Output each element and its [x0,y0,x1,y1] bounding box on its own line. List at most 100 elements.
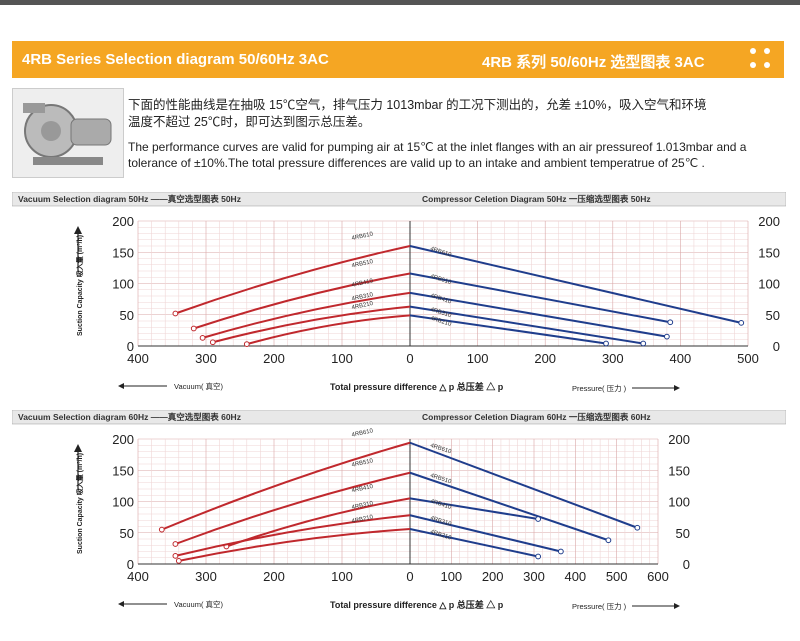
vacuum-endpoint [243,341,250,348]
x-tick-pressure: 300 [523,569,545,584]
y-axis-label: Suction Capacity 吸入量 (m³/h) [75,453,84,554]
y-arrow-head [74,444,82,452]
x-axis-label: Total pressure difference △ p 总压差 △ p [330,599,504,610]
y-tick-left: 100 [112,277,134,292]
x-tick-pressure: 100 [467,351,489,366]
vacuum-arrow-head [118,383,124,389]
top-rule [0,0,800,5]
vacuum-endpoint [172,310,179,317]
intro-cn-line1: 下面的性能曲线是在抽吸 15℃空气，排气压力 1013mbar 的工况下测出的，… [128,98,707,112]
pressure-line-4RB610 [409,245,742,324]
x-tick-vacuum: 200 [263,351,285,366]
vacuum-label: Vacuum( 真空) [174,381,224,391]
y-tick-right: 100 [758,277,780,292]
panel-title-compressor: Compressor Celetion Diagram 60Hz 一压缩选型图表… [422,412,651,422]
y-tick-right: 0 [683,557,690,572]
pressure-line-4RB310 [409,514,562,553]
pressure-series-label: 4RB210 [429,529,452,542]
pressure-endpoint [738,319,745,326]
pressure-line-4RB510 [409,471,609,542]
y-tick-left: 100 [112,495,134,510]
x-tick-vacuum: 300 [195,569,217,584]
pressure-line-4RB410 [409,291,668,338]
blower-photo [12,88,124,178]
vacuum-endpoint [190,325,197,332]
menu-dots-icon[interactable] [750,48,774,72]
x-tick-vacuum: 0 [406,569,413,584]
y-tick-left: 150 [112,463,134,478]
x-axis-label: Total pressure difference △ p 总压差 △ p [330,381,504,392]
pressure-label: Pressure( 压力 ) [572,601,627,611]
x-tick-vacuum: 400 [127,351,149,366]
pressure-endpoint [557,548,564,555]
y-tick-right: 50 [676,526,690,541]
x-tick-pressure: 600 [647,569,669,584]
x-tick-pressure: 200 [534,351,556,366]
pressure-line-4RB310 [409,305,644,345]
chart-60hz: Vacuum Selection diagram 60Hz ——真空选型图表 6… [12,410,786,624]
x-tick-pressure: 400 [670,351,692,366]
pressure-arrow-head [674,603,680,609]
x-tick-pressure: 400 [564,569,586,584]
x-tick-vacuum: 300 [195,351,217,366]
x-tick-vacuum: 100 [331,351,353,366]
x-tick-pressure: 100 [440,569,462,584]
pressure-endpoint [640,340,647,347]
vacuum-series-label: 4RB410 [351,484,374,495]
panel-title-compressor: Compressor Celetion Diagram 50Hz 一压缩选型图表… [422,194,651,204]
vacuum-curve-4RB310 [212,305,411,344]
y-arrow-head [74,226,82,234]
vacuum-series-label: 4RB210 [351,301,374,312]
vacuum-series-label: 4RB210 [351,514,374,525]
panel-title-vacuum: Vacuum Selection diagram 50Hz ——真空选型图表 5… [18,194,241,204]
chart-50hz: Vacuum Selection diagram 50Hz ——真空选型图表 5… [12,192,786,406]
vacuum-endpoint [175,557,182,564]
panel-header [12,410,786,425]
x-tick-vacuum: 400 [127,569,149,584]
pressure-endpoint [535,553,542,560]
pressure-series-label: 4RB510 [429,274,452,287]
y-tick-right: 0 [773,339,780,354]
y-tick-left: 50 [120,308,134,323]
vacuum-endpoint [172,541,179,547]
vacuum-series-label: 4RB510 [351,458,374,469]
pressure-line-4RB410 [409,497,539,520]
chart-50hz-svg: Vacuum Selection diagram 50Hz ——真空选型图表 5… [12,192,786,393]
pressure-endpoint [634,524,641,531]
x-tick-pressure: 500 [737,351,759,366]
pressure-endpoint [603,340,609,347]
vacuum-endpoint [172,552,179,559]
vacuum-label: Vacuum( 真空) [174,599,224,609]
pressure-series-label: 4RB410 [429,499,452,512]
pressure-series-label: 4RB610 [429,246,452,259]
y-tick-right: 150 [668,463,690,478]
intro-cn-line2: 温度不超过 25℃时，即可达到图示总压差。 [128,115,371,129]
vacuum-curve-4RB610 [161,441,411,531]
x-tick-vacuum: 200 [263,569,285,584]
series-banner: 4RB Series Selection diagram 50/60Hz 3AC… [12,41,784,78]
pressure-line-4RB210 [409,528,539,558]
pressure-endpoint [535,516,542,522]
y-tick-left: 0 [127,557,134,572]
vacuum-endpoint [209,339,216,346]
banner-title-cn: 4RB 系列 50/60Hz 选型图表 3AC [482,54,705,71]
vacuum-series-label: 4RB610 [351,428,374,439]
vacuum-curve-4RB610 [175,245,411,315]
y-tick-left: 200 [112,214,134,229]
x-tick-pressure: 500 [606,569,628,584]
vacuum-endpoint [199,334,206,341]
vacuum-curve-4RB210 [246,314,411,346]
x-tick-vacuum: 0 [406,351,413,366]
vacuum-series-label: 4RB410 [351,278,374,289]
pressure-endpoint [667,319,674,326]
pressure-label: Pressure( 压力 ) [572,383,627,393]
pressure-endpoint [663,333,670,340]
y-tick-right: 150 [758,245,780,260]
vacuum-curve-4RB210 [178,528,411,562]
pressure-series-label: 4RB410 [429,293,452,306]
vacuum-series-label: 4RB310 [351,292,374,303]
pressure-series-label: 4RB310 [429,515,452,528]
y-tick-right: 200 [668,432,690,447]
pressure-line-4RB510 [409,272,671,324]
y-tick-right: 100 [668,495,690,510]
